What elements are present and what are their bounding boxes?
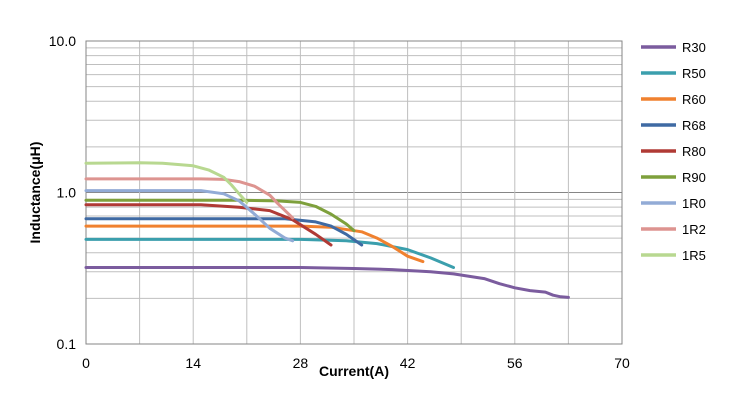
legend-label: R60 (682, 92, 706, 107)
y-tick-label: 0.1 (57, 336, 77, 352)
series-line-1R2 (84, 177, 295, 220)
grid (85, 41, 623, 345)
series-line-1R5 (84, 161, 249, 204)
x-tick-label: 42 (400, 355, 416, 371)
legend-item-1R2: 1R2 (641, 222, 706, 237)
legend-label: R80 (682, 144, 706, 159)
y-tick-labels: 0.1 1.0 10.0 (49, 33, 76, 352)
x-tick-label: 0 (82, 355, 90, 371)
x-tick-label: 56 (507, 355, 523, 371)
legend-label: R50 (682, 66, 706, 81)
legend-item-1R5: 1R5 (641, 248, 706, 263)
y-tick-label: 10.0 (49, 33, 76, 49)
series-line-R50 (84, 237, 455, 269)
legend-item-R68: R68 (641, 118, 706, 133)
x-axis-title: Current(A) (319, 363, 389, 379)
y-tick-label: 1.0 (57, 185, 77, 201)
x-tick-label: 14 (185, 355, 201, 371)
legend-label: 1R0 (682, 196, 706, 211)
series-line-R30 (84, 266, 570, 299)
legend-label: R68 (682, 118, 706, 133)
x-tick-label: 28 (293, 355, 309, 371)
series-lines (84, 161, 570, 299)
plot-area-frame (85, 40, 623, 345)
legend-label: 1R5 (682, 248, 706, 263)
legend-label: R90 (682, 170, 706, 185)
legend-item-R50: R50 (641, 66, 706, 81)
series-line-R80 (84, 203, 333, 247)
legend: R30 R50 R60 R68 R80 R90 1R0 1R2 1R5 (641, 40, 706, 263)
series-line-R60 (84, 224, 425, 264)
legend-item-R30: R30 (641, 40, 706, 55)
legend-item-R90: R90 (641, 170, 706, 185)
x-tick-labels: 0 14 28 42 56 70 (82, 355, 630, 371)
series-line-R68 (84, 217, 364, 247)
series-line-1R0 (84, 189, 295, 243)
x-tick-label: 70 (614, 355, 630, 371)
legend-label: R30 (682, 40, 706, 55)
legend-item-1R0: 1R0 (641, 196, 706, 211)
legend-label: 1R2 (682, 222, 706, 237)
legend-item-R80: R80 (641, 144, 706, 159)
legend-item-R60: R60 (641, 92, 706, 107)
series-line-R90 (84, 198, 356, 233)
y-axis-title: Inductance(μH) (27, 142, 43, 244)
